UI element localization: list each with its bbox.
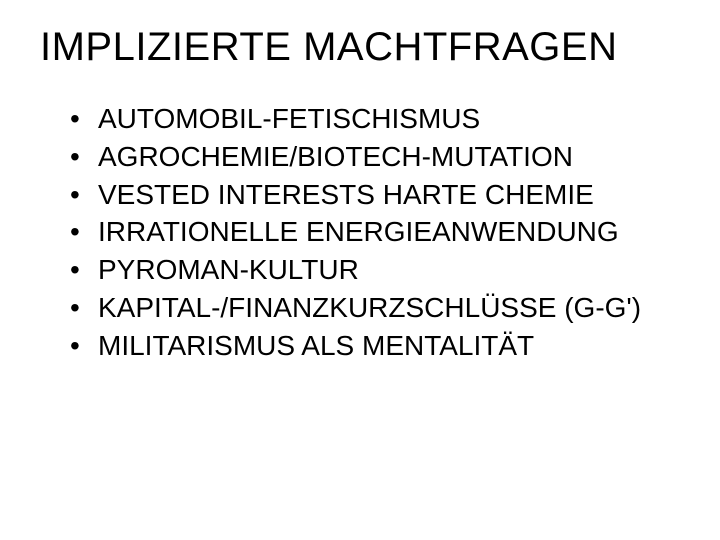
slide: IMPLIZIERTE MACHTFRAGEN AUTOMOBIL-FETISC… — [0, 0, 720, 540]
list-item: PYROMAN-KULTUR — [70, 251, 680, 289]
list-item: IRRATIONELLE ENERGIEANWENDUNG — [70, 213, 680, 251]
bullet-list: AUTOMOBIL-FETISCHISMUS AGROCHEMIE/BIOTEC… — [40, 100, 680, 365]
list-item: AGROCHEMIE/BIOTECH-MUTATION — [70, 138, 680, 176]
list-item: VESTED INTERESTS HARTE CHEMIE — [70, 176, 680, 214]
list-item: MILITARISMUS ALS MENTALITÄT — [70, 327, 680, 365]
list-item: AUTOMOBIL-FETISCHISMUS — [70, 100, 680, 138]
slide-title: IMPLIZIERTE MACHTFRAGEN — [40, 25, 680, 70]
list-item: KAPITAL-/FINANZKURZSCHLÜSSE (G-G') — [70, 289, 680, 327]
